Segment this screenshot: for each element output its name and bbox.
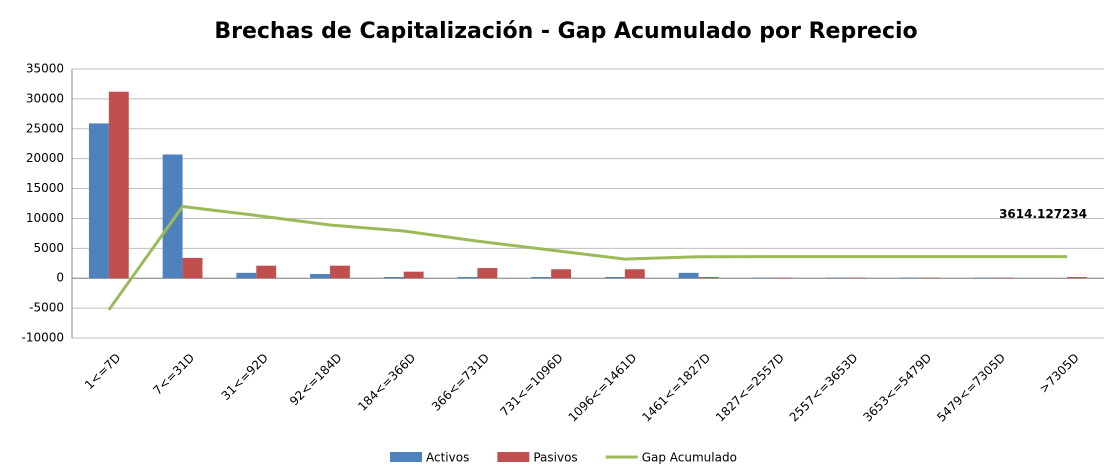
x-tick-label: 731<=1096D <box>497 351 565 419</box>
data-label: 3614.127234 <box>999 207 1087 221</box>
chart-title: Brechas de Capitalización - Gap Acumulad… <box>214 19 917 44</box>
line <box>107 204 1068 311</box>
x-tick-label: 1827<=2557D <box>713 351 787 425</box>
y-tick-label: -5000 <box>29 301 64 315</box>
legend-label: Pasivos <box>533 451 577 465</box>
x-tick-label: 31<=92D <box>219 351 271 403</box>
y-tick-label: -10000 <box>21 331 64 345</box>
y-tick-label: 20000 <box>26 151 64 165</box>
bar <box>993 277 1014 279</box>
bar <box>919 277 940 279</box>
bar <box>457 277 478 279</box>
bar <box>752 277 773 279</box>
legend-label: Gap Acumulado <box>642 451 737 465</box>
bar <box>826 277 846 279</box>
x-tick-label: 184<=366D <box>355 351 418 414</box>
bar <box>846 277 866 279</box>
y-tick-label: 30000 <box>26 91 64 105</box>
bar <box>624 269 645 279</box>
bar <box>108 91 129 279</box>
bar <box>551 269 572 279</box>
x-tick-label: 7<=31D <box>150 351 197 398</box>
bar <box>330 265 350 279</box>
bar <box>310 274 330 279</box>
x-tick-label: >7305D <box>1037 351 1082 396</box>
bar <box>403 271 424 279</box>
x-tick-label: 1461<=1827D <box>639 351 713 425</box>
x-tick-label: 92<=184D <box>287 351 345 409</box>
y-tick-label: 0 <box>56 271 64 285</box>
x-tick-label: 5479<=7305D <box>934 351 1008 425</box>
bar <box>162 154 183 279</box>
bar <box>899 277 920 279</box>
bar <box>182 257 203 279</box>
bar <box>383 277 404 279</box>
x-tick-label: 366<=731D <box>429 351 492 414</box>
bar <box>531 277 552 279</box>
y-tick-label: 10000 <box>26 211 64 225</box>
bar <box>678 272 699 279</box>
bar <box>256 265 277 279</box>
bar <box>1067 277 1088 279</box>
bar <box>88 123 109 279</box>
bar <box>698 277 719 279</box>
y-tick-label: 5000 <box>33 241 64 255</box>
x-tick-label: 2557<=3653D <box>787 351 861 425</box>
y-tick-label: 25000 <box>26 121 64 135</box>
bar <box>604 277 625 279</box>
legend-label: Activos <box>426 451 469 465</box>
legend-swatch <box>390 452 422 462</box>
legend-swatch <box>497 452 530 462</box>
bar <box>772 277 793 279</box>
x-tick-label: 1096<=1461D <box>566 351 640 425</box>
bar <box>236 272 257 279</box>
bar <box>477 268 498 279</box>
y-tick-label: 15000 <box>26 181 64 195</box>
x-tick-label: 1<=7D <box>82 351 123 392</box>
bar <box>973 277 994 279</box>
x-tick-label: 3653<=5479D <box>860 351 934 425</box>
y-tick-label: 35000 <box>26 62 64 76</box>
